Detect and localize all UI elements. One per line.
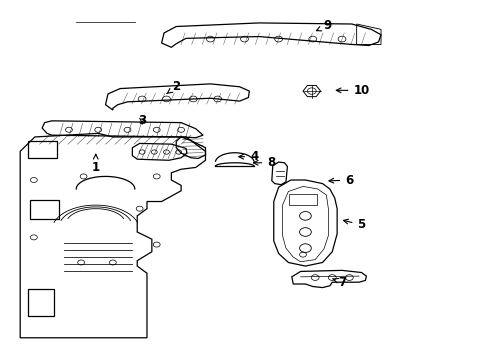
Text: 8: 8 bbox=[253, 156, 275, 169]
Text: 6: 6 bbox=[328, 174, 353, 186]
Text: 5: 5 bbox=[343, 218, 365, 231]
Text: 3: 3 bbox=[138, 114, 146, 127]
Text: 10: 10 bbox=[336, 84, 369, 97]
Text: 1: 1 bbox=[92, 154, 100, 174]
Text: 2: 2 bbox=[167, 80, 180, 94]
Text: 9: 9 bbox=[316, 19, 331, 32]
Text: 4: 4 bbox=[238, 150, 258, 163]
Text: 7: 7 bbox=[332, 276, 346, 289]
